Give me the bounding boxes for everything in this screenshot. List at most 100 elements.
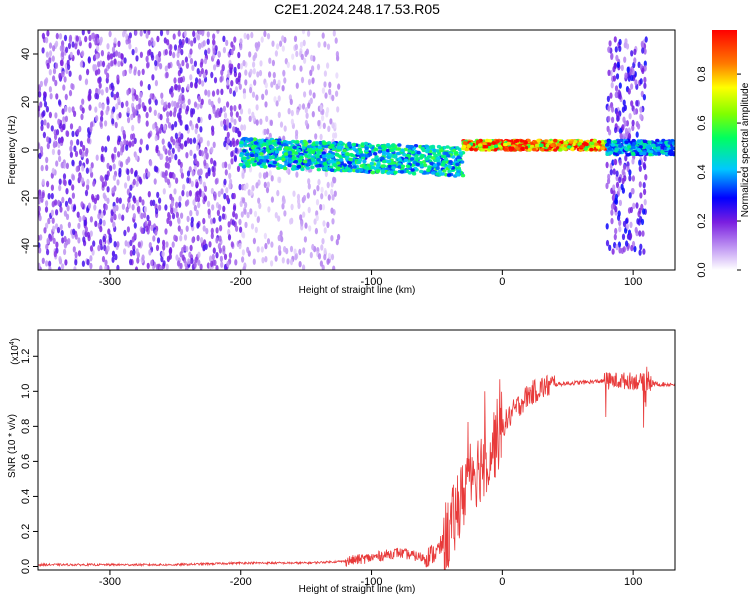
heatmap-cell-1430 xyxy=(277,95,281,102)
heatmap-cell-2730 xyxy=(410,168,415,172)
heatmap-cell-1579 xyxy=(283,210,287,217)
heatmap-cell-454 xyxy=(239,226,243,233)
heatmap-cell-2737 xyxy=(395,147,401,151)
heatmap-cell-4044 xyxy=(630,151,636,156)
heatmap-cell-1325 xyxy=(95,115,99,122)
heatmap-cell-140 xyxy=(189,57,194,65)
snr-scale-note: (x104) xyxy=(9,338,21,365)
heatmap-cell-2103 xyxy=(440,163,446,167)
heatmap-cell-1371 xyxy=(69,198,73,205)
heatmap-cell-1503 xyxy=(295,82,299,89)
heatmap-cell-2335 xyxy=(304,141,309,146)
heatmap-cell-1028 xyxy=(199,178,203,185)
heatmap-cell-259 xyxy=(61,263,65,270)
heatmap-cell-780 xyxy=(38,91,42,98)
heatmap-cell-977 xyxy=(107,228,111,235)
heatmap-cell-1701 xyxy=(270,81,274,88)
heatmap-cell-2521 xyxy=(310,165,315,170)
heatmap-cell-2690 xyxy=(322,141,327,146)
snr-x-ticks: -300 -200 -100 0 100 xyxy=(99,570,642,588)
heatmap-cell-2251 xyxy=(305,166,310,170)
heatmap-cell-670 xyxy=(57,137,62,144)
heatmap-cell-3452 xyxy=(506,141,511,146)
heatmap-cell-2728 xyxy=(317,150,322,155)
heatmap-cell-2791 xyxy=(380,144,386,148)
heatmap-cell-3602 xyxy=(643,155,647,162)
heatmap-cell-1250 xyxy=(105,174,109,181)
heatmap-cell-2775 xyxy=(444,151,449,156)
heatmap-cell-1538 xyxy=(274,255,278,262)
heatmap-cell-3714 xyxy=(631,175,636,182)
heatmap-cell-1313 xyxy=(180,48,184,56)
heatmap-cell-1045 xyxy=(102,235,106,243)
heatmap-cell-580 xyxy=(88,104,92,111)
heatmap-cell-1651 xyxy=(239,200,243,207)
heatmap-cell-2498 xyxy=(274,150,280,154)
heatmap-cell-1747 xyxy=(262,172,267,179)
heatmap-cell-3477 xyxy=(517,144,523,148)
heatmap-cell-4061 xyxy=(636,148,642,152)
heatmap-cell-344 xyxy=(179,167,183,174)
heatmap-cell-803 xyxy=(207,47,211,54)
heatmap-cell-516 xyxy=(64,105,68,113)
heatmap-cell-1559 xyxy=(277,215,281,222)
heatmap-cell-1655 xyxy=(295,129,299,136)
heatmap-cell-495 xyxy=(161,138,165,145)
heatmap-cell-1109 xyxy=(211,90,216,97)
spectrogram-y-tick-label: 0 xyxy=(20,147,32,153)
heatmap-cell-3995 xyxy=(623,147,629,151)
heatmap-cell-1379 xyxy=(238,183,242,191)
heatmap-cell-1478 xyxy=(312,92,316,99)
heatmap-cell-1222 xyxy=(81,107,85,114)
heatmap-cell-447 xyxy=(134,30,138,36)
heatmap-cell-1101 xyxy=(211,253,215,261)
heatmap-cell-1032 xyxy=(139,51,143,58)
heatmap-cell-1511 xyxy=(322,122,326,129)
heatmap-cell-1006 xyxy=(41,47,45,54)
heatmap-cell-858 xyxy=(210,146,214,153)
heatmap-cell-2382 xyxy=(259,152,264,156)
heatmap-cell-1728 xyxy=(319,260,323,267)
heatmap-cell-508 xyxy=(223,193,227,200)
heatmap-cell-1083 xyxy=(216,30,220,34)
heatmap-cell-2608 xyxy=(281,157,286,162)
heatmap-cell-786 xyxy=(212,33,216,40)
heatmap-cell-1206 xyxy=(111,85,115,92)
heatmap-cell-2426 xyxy=(258,140,264,144)
heatmap-cell-1249 xyxy=(46,237,50,244)
heatmap-cell-714 xyxy=(127,38,131,45)
heatmap-cell-3460 xyxy=(550,143,555,147)
heatmap-cell-1681 xyxy=(335,51,339,58)
heatmap-cell-597 xyxy=(97,88,101,95)
heatmap-cell-3445 xyxy=(589,147,594,152)
heatmap-cell-2711 xyxy=(456,155,461,159)
heatmap-cell-553 xyxy=(160,92,164,99)
heatmap-cell-1284 xyxy=(65,213,70,220)
heatmap-cell-1606 xyxy=(311,243,315,251)
heatmap-cell-2617 xyxy=(336,166,341,170)
heatmap-cell-1636 xyxy=(321,87,325,94)
heatmap-cell-42 xyxy=(167,102,171,109)
heatmap-cell-1493 xyxy=(242,59,246,67)
heatmap-cell-740 xyxy=(74,43,78,50)
heatmap-cell-1545 xyxy=(247,189,251,196)
heatmap-cell-1797 xyxy=(321,32,325,39)
heatmap-cell-2504 xyxy=(331,146,336,151)
heatmap-cell-3699 xyxy=(630,74,634,82)
heatmap-cell-420 xyxy=(74,259,78,266)
heatmap-cell-1620 xyxy=(299,41,303,48)
heatmap-cell-467 xyxy=(97,77,101,84)
heatmap-cell-1023 xyxy=(39,80,44,88)
heatmap-cell-2440 xyxy=(316,167,321,172)
heatmap-cell-2727 xyxy=(433,153,438,158)
heatmap-cell-456 xyxy=(134,266,139,270)
heatmap-cell-2658 xyxy=(374,147,379,152)
heatmap-cell-868 xyxy=(131,106,135,113)
heatmap-cell-949 xyxy=(161,250,165,258)
heatmap-cell-645 xyxy=(146,214,150,222)
heatmap-cell-940 xyxy=(198,78,202,85)
heatmap-cell-249 xyxy=(101,103,105,111)
heatmap-cell-1433 xyxy=(250,223,255,230)
heatmap-cell-1067 xyxy=(43,101,48,108)
heatmap-cell-872 xyxy=(230,48,234,56)
